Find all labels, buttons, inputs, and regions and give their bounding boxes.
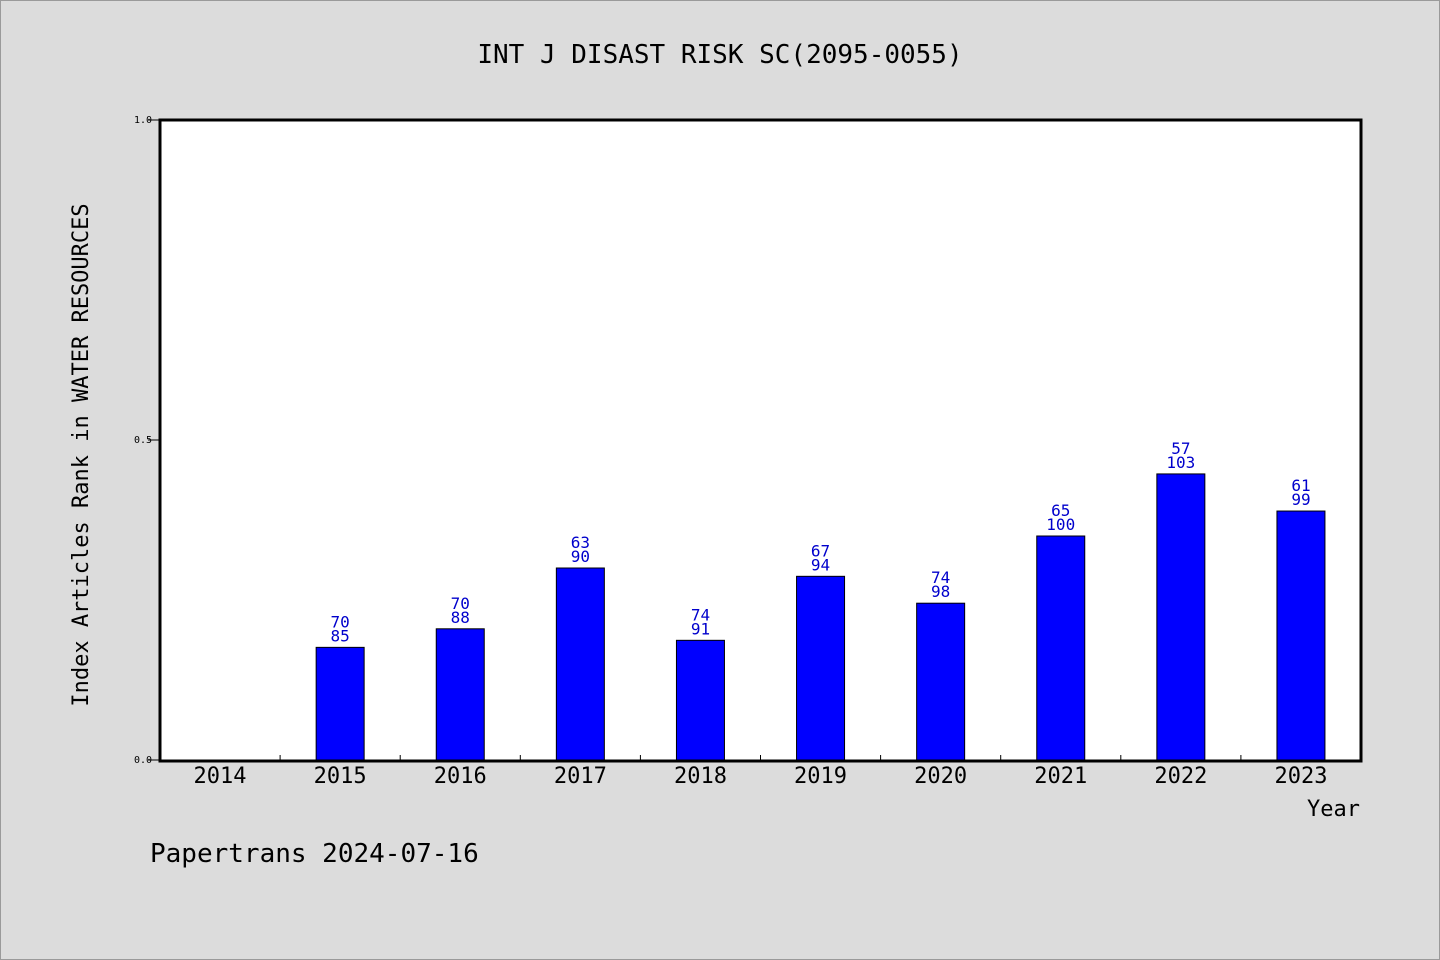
bar — [1156, 473, 1206, 761]
bar-label-bottom: 94 — [811, 555, 830, 574]
bar-label-bottom: 85 — [331, 626, 350, 645]
bar-label-bottom: 98 — [931, 582, 950, 601]
x-tick-label: 2023 — [1274, 764, 1327, 789]
x-tick-label: 2014 — [194, 764, 247, 789]
bar-label-bottom: 99 — [1291, 490, 1310, 509]
plot-border — [158, 118, 1363, 763]
chart-title: INT J DISAST RISK SC(2095-0055) — [477, 40, 962, 70]
bar-label-top: 63 — [571, 533, 590, 552]
x-tick-label: 2022 — [1154, 764, 1207, 789]
x-tick-label: 2016 — [434, 764, 487, 789]
bar — [1036, 535, 1086, 761]
bar-label-top: 74 — [691, 605, 710, 624]
bar-label-bottom: 90 — [571, 547, 590, 566]
y-axis-label: Index Articles Rank in WATER RESOURCES — [69, 203, 94, 706]
bar — [435, 628, 485, 761]
bar-label-bottom: 88 — [451, 608, 470, 627]
y-tick-label: 1.0 — [134, 115, 152, 126]
y-tick-label: 0.0 — [134, 755, 152, 766]
bar-label-top: 67 — [811, 541, 830, 560]
x-tick-label: 2015 — [314, 764, 367, 789]
bar-label-top: 65 — [1051, 501, 1070, 520]
x-axis-label: Year — [1307, 797, 1360, 822]
x-ticks: 2014 2015 2016 2017 2018 2019 2020 2021 2022 2023 — [194, 755, 1327, 789]
bar-label-bottom: 103 — [1166, 453, 1195, 472]
bar — [796, 575, 846, 761]
bar — [555, 567, 605, 761]
bar-label-top: 61 — [1291, 476, 1310, 495]
bar-label-top: 74 — [931, 568, 950, 587]
bar-label-top: 57 — [1171, 439, 1190, 458]
x-tick-label: 2018 — [674, 764, 727, 789]
bar — [675, 639, 725, 761]
x-tick-label: 2019 — [794, 764, 847, 789]
y-tick-label: 0.5 — [134, 435, 152, 446]
x-tick-label: 2020 — [914, 764, 967, 789]
bar — [315, 646, 365, 761]
bar-label-bottom: 91 — [691, 619, 710, 638]
bar-label-top: 70 — [331, 612, 350, 631]
bar-label-bottom: 100 — [1046, 515, 1075, 534]
bar — [1276, 510, 1326, 761]
bar — [916, 602, 966, 761]
x-tick-label: 2017 — [554, 764, 607, 789]
y-ticks: 0.0 0.5 1.0 — [134, 115, 160, 766]
footer-text: Papertrans 2024-07-16 — [150, 839, 479, 869]
bar-label-top: 70 — [451, 594, 470, 613]
x-tick-label: 2021 — [1034, 764, 1087, 789]
bars-layer — [315, 473, 1326, 761]
